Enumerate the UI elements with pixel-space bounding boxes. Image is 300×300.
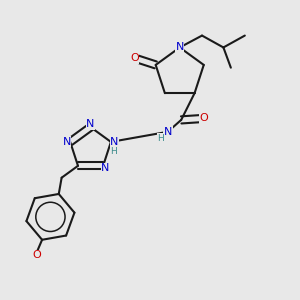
Text: N: N xyxy=(86,119,95,129)
Text: N: N xyxy=(110,137,119,147)
Text: N: N xyxy=(176,43,184,52)
Text: H: H xyxy=(110,147,117,156)
Text: H: H xyxy=(157,134,164,143)
Text: N: N xyxy=(101,163,110,173)
Text: N: N xyxy=(62,137,71,147)
Text: O: O xyxy=(32,250,41,260)
Text: O: O xyxy=(130,53,139,63)
Text: O: O xyxy=(199,113,208,123)
Text: N: N xyxy=(164,127,172,137)
